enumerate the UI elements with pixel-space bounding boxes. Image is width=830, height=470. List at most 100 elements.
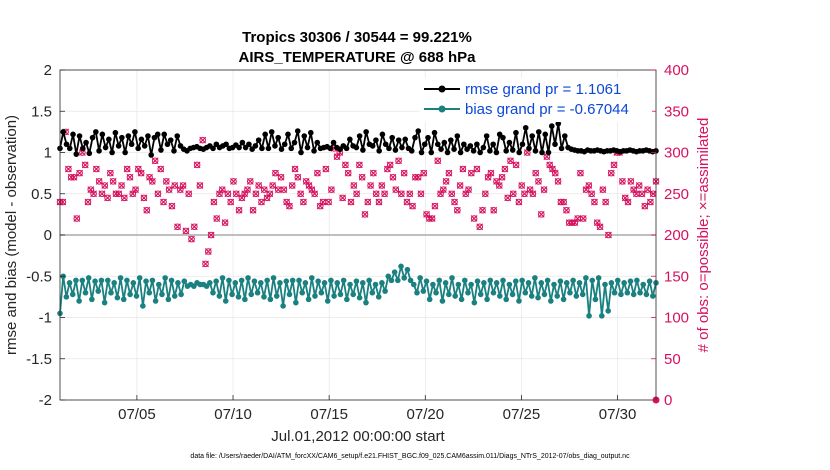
obs-possible-point <box>179 182 187 189</box>
bias-point <box>363 299 369 306</box>
rmse-point <box>477 149 483 156</box>
rmse-point <box>506 139 513 146</box>
bias-point <box>605 308 611 314</box>
rmse-point <box>425 134 431 141</box>
obs-assimilated-point <box>87 186 95 194</box>
obs-assimilated-point <box>221 219 229 227</box>
rmse-point <box>343 145 350 152</box>
obs-assimilated-point <box>280 186 288 194</box>
obs-assimilated-point <box>383 165 391 173</box>
y-right-tick-label: 50 <box>664 351 681 368</box>
obs-assimilated-point <box>445 169 453 177</box>
bias-point <box>242 296 248 303</box>
rmse-point <box>519 141 526 148</box>
bias-point <box>579 291 586 298</box>
obs-possible-point <box>417 190 425 198</box>
bias-point <box>235 294 242 300</box>
obs-possible-point <box>73 215 81 222</box>
bias-point <box>171 293 178 299</box>
bias-point <box>586 313 592 319</box>
rmse-point <box>529 133 536 139</box>
obs-possible-point <box>98 190 106 198</box>
rmse-point <box>119 134 125 141</box>
y-right-tick-label: 0 <box>664 392 672 409</box>
obs-assimilated-point <box>481 190 489 198</box>
rmse-line <box>59 122 657 156</box>
bias-point <box>608 280 615 286</box>
bias-point <box>528 293 535 299</box>
obs-possible-point <box>311 190 318 198</box>
bias-point <box>219 275 226 281</box>
obs-possible-point <box>143 206 151 214</box>
bias-point <box>156 281 162 288</box>
obs-assimilated-point <box>406 190 414 198</box>
bias-point <box>646 278 653 285</box>
bias-point <box>353 278 360 285</box>
obs-possible-point <box>224 190 232 198</box>
bias-point <box>111 280 117 286</box>
bias-point <box>627 278 634 285</box>
bias-point <box>500 277 506 284</box>
obs-possible-point <box>361 211 369 218</box>
bias-point <box>286 291 293 298</box>
rmse-point <box>434 141 441 148</box>
bias-point <box>471 299 478 306</box>
obs-assimilated-point <box>277 173 285 181</box>
bias-point <box>312 293 318 299</box>
bias-point <box>136 275 143 281</box>
obs-assimilated-point <box>81 161 89 169</box>
bias-point <box>430 281 436 288</box>
bias-point <box>461 277 468 284</box>
bias-point <box>238 277 245 284</box>
obs-assimilated-point <box>437 190 444 198</box>
bias-point <box>423 278 430 285</box>
obs-assimilated-point <box>414 173 422 181</box>
obs-possible-point <box>442 178 450 185</box>
obs-assimilated-point <box>378 182 386 189</box>
obs-possible-point <box>529 190 537 198</box>
obs-possible-point <box>364 198 372 206</box>
rmse-point <box>115 143 122 149</box>
obs-assimilated-point <box>90 190 98 198</box>
obs-possible-point <box>101 182 109 189</box>
obs-assimilated-point <box>244 186 251 194</box>
obs-possible-point <box>322 165 330 173</box>
bias-point <box>356 294 363 301</box>
obs-possible-point <box>185 190 193 198</box>
obs-assimilated-point <box>529 190 537 198</box>
obs-assimilated-point <box>193 161 201 169</box>
bias-point <box>554 293 560 299</box>
obs-possible-point <box>403 198 411 206</box>
obs-assimilated-point <box>344 169 352 177</box>
bias-point <box>76 298 82 304</box>
obs-possible-point <box>496 182 503 189</box>
rmse-point <box>135 145 141 152</box>
obs-assimilated-point <box>518 182 526 189</box>
bias-point <box>337 291 344 298</box>
rmse-point <box>79 145 86 152</box>
obs-possible-point <box>641 202 649 210</box>
x-axis: 07/05 07/10 07/15 07/20 07/25 07/30 <box>118 395 636 423</box>
bias-point <box>538 280 545 286</box>
obs-assimilated-point <box>635 182 643 189</box>
obs-possible-point <box>297 190 304 198</box>
rmse-point <box>128 141 135 148</box>
bias-point <box>95 288 102 294</box>
obs-assimilated-point <box>325 198 333 206</box>
obs-assimilated-point <box>439 186 447 194</box>
obs-possible-point <box>454 206 461 214</box>
rmse-point <box>493 149 500 156</box>
bias-point <box>178 291 184 298</box>
bias-point <box>388 277 395 284</box>
obs-assimilated-point <box>140 194 148 202</box>
rmse-point <box>542 131 549 138</box>
bias-point <box>417 275 423 281</box>
obs-possible-point <box>196 182 204 189</box>
y-left-tick-label: 2 <box>44 62 52 79</box>
rmse-point <box>138 136 145 143</box>
obs-possible-point <box>188 235 195 243</box>
bias-point <box>117 275 124 281</box>
obs-possible-point <box>476 223 484 231</box>
bias-point <box>439 298 446 304</box>
obs-assimilated-point <box>137 169 145 177</box>
